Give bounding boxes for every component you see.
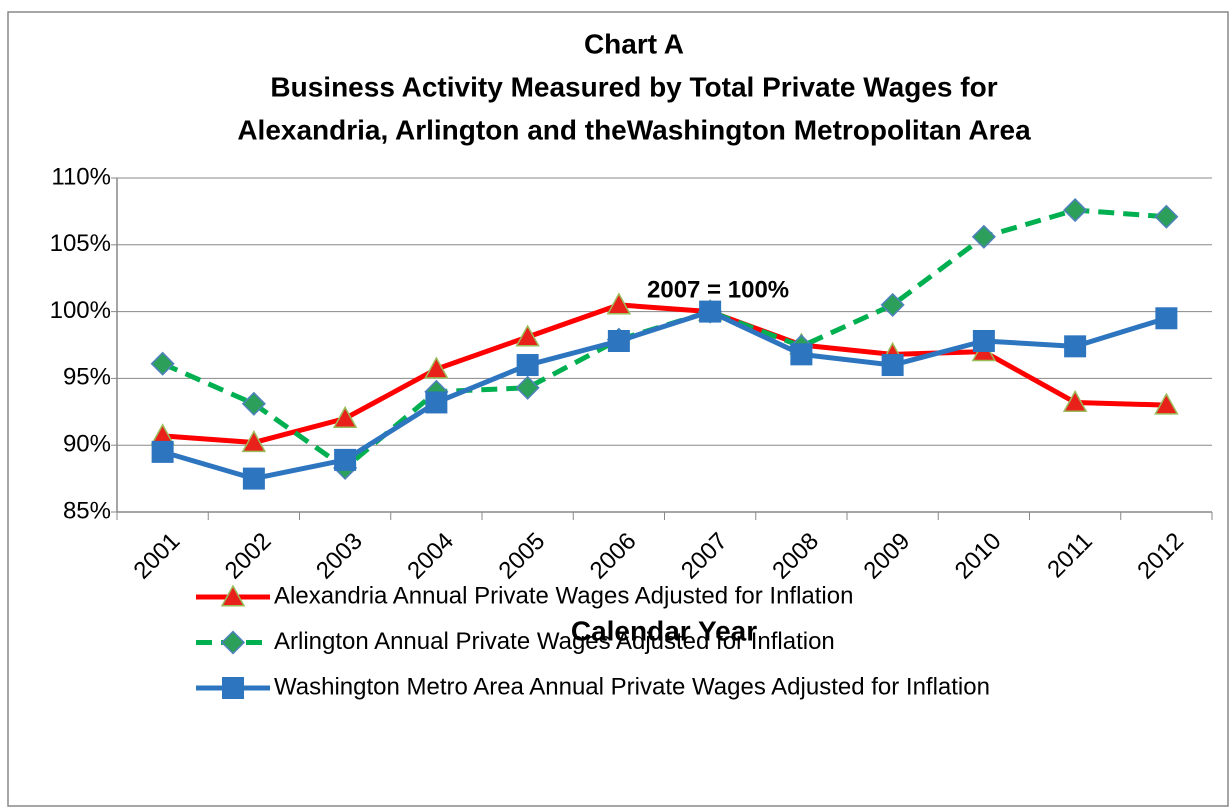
legend-label: Alexandria Annual Private Wages Adjusted…: [274, 582, 853, 609]
marker: [220, 584, 246, 607]
marker: [241, 391, 266, 416]
marker: [222, 677, 244, 699]
marker: [971, 224, 996, 249]
marker: [334, 448, 357, 471]
chart-title: Business Activity Measured by Total Priv…: [270, 71, 997, 102]
marker: [606, 292, 632, 315]
y-tick-label: 95%: [63, 364, 111, 391]
marker: [515, 375, 540, 400]
marker: [242, 467, 265, 490]
y-tick-label: 100%: [50, 297, 111, 324]
marker: [699, 300, 722, 323]
series-line: [162, 302, 1167, 446]
series-line: [161, 309, 1168, 482]
marker: [1154, 204, 1179, 229]
y-tick-label: 85%: [63, 497, 111, 524]
chart-title: Alexandria, Arlington and theWashington …: [237, 114, 1031, 145]
marker: [151, 440, 174, 463]
marker: [1154, 392, 1179, 415]
marker: [425, 391, 448, 414]
annotation: 2007 = 100%: [647, 276, 789, 303]
marker: [220, 630, 246, 655]
marker: [241, 429, 267, 453]
marker: [881, 354, 904, 377]
marker: [332, 405, 358, 429]
marker: [1062, 389, 1088, 412]
chart-title: Chart A: [584, 28, 684, 59]
marker: [150, 351, 175, 376]
x-axis-label: Calendar Year: [571, 615, 757, 646]
marker: [972, 329, 995, 352]
legend-label: Arlington Annual Private Wages Adjusted …: [274, 628, 835, 655]
y-tick-label: 105%: [50, 230, 111, 257]
marker: [516, 354, 539, 377]
marker: [424, 356, 449, 379]
y-tick-label: 90%: [63, 431, 111, 458]
marker: [790, 343, 813, 366]
legend-label: Washington Metro Area Annual Private Wag…: [274, 673, 990, 700]
marker: [607, 329, 630, 352]
marker: [1063, 198, 1088, 223]
chart-frame: [7, 11, 1229, 807]
marker: [1064, 335, 1087, 358]
y-tick-label: 110%: [51, 163, 111, 190]
marker: [1155, 307, 1178, 330]
marker: [515, 324, 540, 347]
marker: [880, 292, 905, 317]
